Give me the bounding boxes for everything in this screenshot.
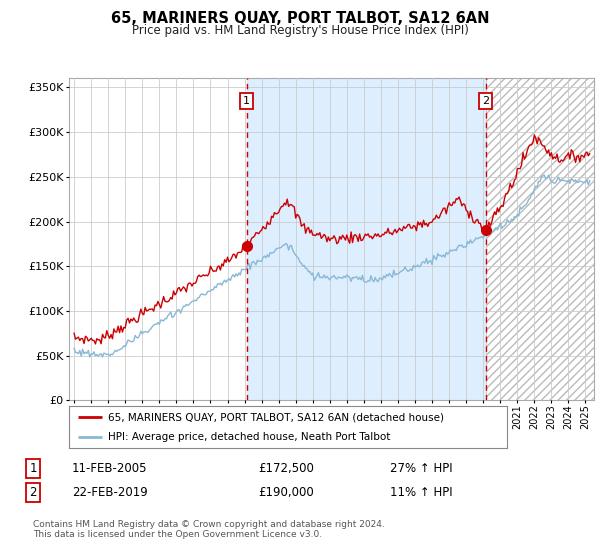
Bar [247, 78, 485, 400]
Text: 2: 2 [482, 96, 489, 106]
Text: Contains HM Land Registry data © Crown copyright and database right 2024.
This d: Contains HM Land Registry data © Crown c… [33, 520, 385, 539]
Text: 65, MARINERS QUAY, PORT TALBOT, SA12 6AN: 65, MARINERS QUAY, PORT TALBOT, SA12 6AN [111, 11, 489, 26]
Text: £172,500: £172,500 [258, 462, 314, 475]
Text: 27% ↑ HPI: 27% ↑ HPI [390, 462, 452, 475]
Bar [485, 78, 600, 400]
Text: 11% ↑ HPI: 11% ↑ HPI [390, 486, 452, 500]
Text: 2: 2 [29, 486, 37, 500]
Text: £190,000: £190,000 [258, 486, 314, 500]
Text: 65, MARINERS QUAY, PORT TALBOT, SA12 6AN (detached house): 65, MARINERS QUAY, PORT TALBOT, SA12 6AN… [109, 412, 445, 422]
Text: HPI: Average price, detached house, Neath Port Talbot: HPI: Average price, detached house, Neat… [109, 432, 391, 442]
Text: Price paid vs. HM Land Registry's House Price Index (HPI): Price paid vs. HM Land Registry's House … [131, 24, 469, 36]
Text: 1: 1 [29, 462, 37, 475]
Text: 1: 1 [243, 96, 250, 106]
Text: 22-FEB-2019: 22-FEB-2019 [72, 486, 148, 500]
Text: 11-FEB-2005: 11-FEB-2005 [72, 462, 148, 475]
